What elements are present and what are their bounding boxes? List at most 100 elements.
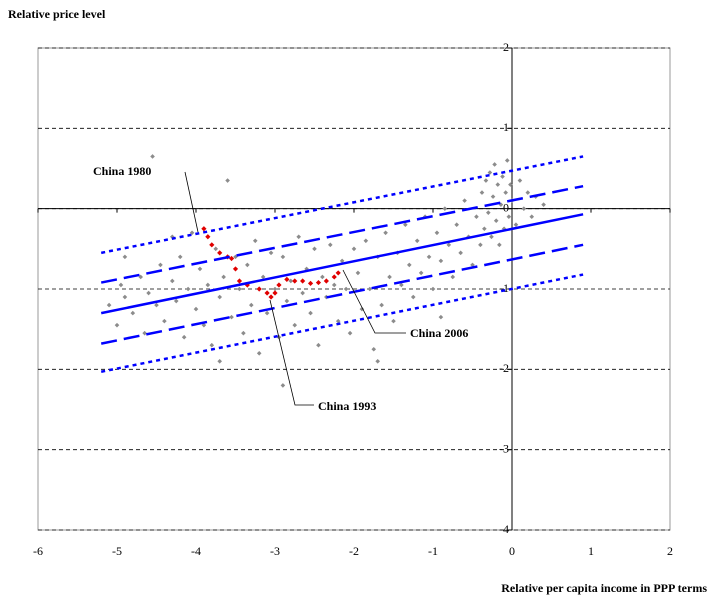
- scatter-point: [209, 342, 215, 348]
- y-tick-label: -1: [499, 281, 509, 295]
- scatter-point: [288, 278, 294, 284]
- scatter-point: [339, 258, 345, 264]
- scatter-point: [122, 254, 128, 260]
- china-point: [236, 278, 243, 284]
- scatter-point: [308, 310, 313, 316]
- china-point: [256, 286, 262, 292]
- scatter-point: [280, 383, 286, 388]
- scatter-point: [383, 230, 388, 236]
- scatter-point: [351, 246, 357, 252]
- scatter-point: [217, 359, 222, 364]
- scatter-point: [454, 222, 459, 228]
- scatter-point: [500, 174, 505, 179]
- x-tick-label: 1: [588, 544, 594, 558]
- x-tick-label: -1: [428, 544, 438, 558]
- scatter-point: [118, 282, 124, 288]
- scatter-point: [138, 274, 143, 280]
- annotation-leader: [269, 299, 314, 406]
- scatter-point: [525, 190, 531, 195]
- scatter-point: [146, 290, 151, 296]
- scatter-point: [410, 294, 416, 300]
- scatter-point: [438, 314, 444, 320]
- china-point: [217, 250, 223, 256]
- scatter-point: [529, 214, 535, 219]
- x-tick-label: -4: [191, 544, 201, 558]
- scatter-point: [193, 306, 199, 312]
- china-point: [323, 278, 329, 284]
- scatter-point: [300, 290, 305, 296]
- scatter-point: [296, 234, 301, 240]
- scatter-point: [229, 314, 234, 320]
- scatter-point: [213, 246, 219, 252]
- scatter-point: [363, 238, 369, 244]
- scatter-point: [504, 158, 510, 163]
- scatter-point: [478, 242, 483, 248]
- annotation-leader: [342, 269, 406, 334]
- scatter-point: [284, 298, 290, 304]
- china-point: [228, 255, 235, 262]
- fit-line: [100, 273, 584, 373]
- china-point: [315, 279, 322, 286]
- china-point: [201, 226, 207, 232]
- fit-line: [100, 213, 584, 315]
- scatter-point: [403, 222, 408, 228]
- china-point: [232, 266, 239, 272]
- scatter-point: [114, 322, 120, 328]
- scatter-point: [205, 282, 211, 288]
- scatter-point: [387, 274, 392, 280]
- scatter-point: [438, 258, 444, 264]
- scatter-point: [379, 302, 384, 308]
- scatter-point: [508, 182, 513, 187]
- scatter-point: [150, 154, 155, 159]
- scatter-point: [489, 234, 494, 240]
- china-point: [205, 234, 211, 240]
- fit-line: [100, 243, 584, 345]
- scatter-point: [162, 318, 167, 324]
- china-point: [331, 274, 337, 280]
- scatter-point: [503, 190, 508, 195]
- scatter-point: [492, 162, 497, 167]
- china-point: [276, 282, 282, 288]
- scatter-point: [245, 262, 250, 268]
- scatter-point: [493, 218, 499, 224]
- scatter-point: [181, 334, 187, 340]
- china-point: [335, 270, 341, 276]
- scatter-point: [197, 266, 203, 272]
- scatter-point: [268, 250, 274, 256]
- scatter-point: [450, 274, 456, 280]
- annotation: China 2006: [410, 326, 468, 340]
- scatter-point: [474, 214, 479, 219]
- china-point: [307, 280, 314, 286]
- scatter-point: [260, 274, 266, 280]
- scatter-point: [130, 310, 136, 316]
- x-tick-label: -5: [112, 544, 122, 558]
- y-tick-label: 1: [503, 120, 509, 134]
- scatter-point: [371, 346, 377, 352]
- scatter-point: [106, 302, 112, 308]
- scatter-point: [355, 270, 361, 276]
- scatter-point: [375, 359, 380, 364]
- scatter-point: [328, 242, 333, 248]
- scatter-point: [324, 294, 329, 300]
- scatter-point: [487, 170, 493, 175]
- scatter-point: [414, 238, 420, 244]
- scatter-point: [347, 330, 353, 336]
- y-tick-label: -3: [499, 441, 509, 455]
- scatter-point: [256, 350, 262, 356]
- scatter-point: [122, 294, 128, 300]
- scatter-point: [249, 302, 254, 308]
- x-tick-label: 2: [667, 544, 673, 558]
- scatter-point: [391, 318, 396, 324]
- scatter-point: [367, 286, 373, 292]
- x-tick-label: 0: [509, 544, 515, 558]
- china-point: [292, 278, 298, 284]
- y-tick-label: 2: [503, 40, 509, 54]
- scatter-point: [506, 214, 512, 219]
- scatter-point: [154, 302, 159, 308]
- y-tick-label: -2: [499, 361, 509, 375]
- scatter-point: [497, 242, 502, 248]
- scatter-point: [541, 202, 546, 207]
- scatter-point: [158, 262, 163, 268]
- scatter-point: [170, 278, 175, 284]
- scatter-point: [483, 178, 489, 183]
